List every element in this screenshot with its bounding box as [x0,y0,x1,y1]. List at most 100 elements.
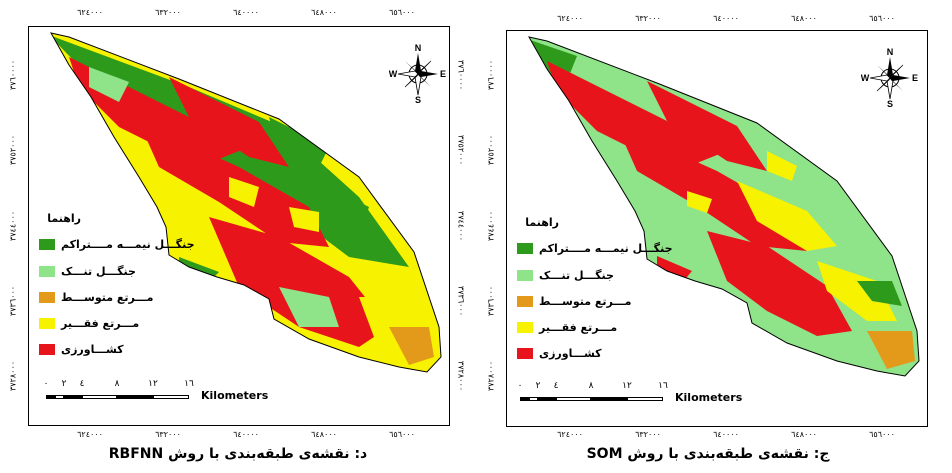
caption-som: ج: نقشه‌ی طبقه‌بندی با روش SOM [586,446,830,462]
scale-number: ٤ [79,379,85,389]
caption-rbfnn: د: نقشه‌ی طبقه‌بندی با روش RBFNN [108,446,368,462]
x-tick-bottom: ٦٥٦٠٠٠ [389,430,415,439]
x-tick-bottom: ٦٢٤٠٠٠ [77,430,103,439]
scale-bar: ٠ ٢ ٤ ٨ ١٢ ١٦ Kilometers [43,377,303,407]
y-tick-right: ٣٧٤٤٠٠٠ [456,210,466,242]
scale-number: ٠ [517,381,523,391]
x-tick-top: ٦٢٤٠٠٠ [557,14,583,23]
legend-swatch [517,322,533,333]
legend-label: جنگـــل تنـــک [539,269,614,282]
x-tick-top: ٦٤٠٠٠٠ [713,14,739,23]
scale-number: ٢ [535,381,541,391]
x-tick-bottom: ٦٣٢٠٠٠ [635,430,661,439]
scale-number: ٤ [553,381,559,391]
y-tick-left: ٣٧٣٦٠٠٠ [8,285,18,317]
legend-swatch [39,292,55,303]
legend-swatch [39,318,55,329]
legend-item: جنگـــل نیمـــه مــــتراکم [39,238,204,253]
scale-number: ١٦ [184,379,194,389]
scale-unit: Kilometers [201,389,269,402]
legend-swatch [39,266,55,277]
x-tick-bottom: ٦٤٠٠٠٠ [713,430,739,439]
legend-swatch [39,344,55,355]
south-label: S [415,95,421,104]
y-tick-left: ٣٧٤٤٠٠٠ [486,210,496,242]
panel-som: ٦٢٤٠٠٠ ٦٣٢٠٠٠ ٦٤٠٠٠٠ ٦٤٨٠٠٠ ٦٥٦٠٠٠ ٣٧٦٠٠… [476,0,952,473]
north-label: N [887,47,894,57]
scale-number: ١٢ [148,379,158,389]
legend-item: مـــرتع فقـــیر [517,321,682,336]
legend-label: مـــرتع متوســـط [61,291,154,304]
x-tick-top: ٦٣٢٠٠٠ [155,8,181,17]
scale-bar: ٠ ٢ ٤ ٨ ١٢ ١٦ Kilometers [517,379,777,409]
south-label: S [887,99,893,108]
y-tick-left: ٣٧٥٢٠٠٠ [8,134,18,166]
y-tick-left: ٣٧٥٢٠٠٠ [486,134,496,166]
legend-label: جنگـــل نیمـــه مــــتراکم [539,242,673,255]
legend-label: کشـــاورزی [539,347,602,360]
y-tick-right: ٣٧٦٠٠٠٠ [456,59,466,91]
legend-item: کشـــاورزی [517,347,682,362]
x-tick-top: ٦٤٨٠٠٠ [311,8,337,17]
legend-title: راهنما [525,216,559,229]
legend-item: جنگـــل تنـــک [39,265,204,280]
legend-swatch [517,270,533,281]
scale-number: ٠ [43,379,49,389]
north-label: N [415,43,422,53]
x-tick-top: ٦٣٢٠٠٠ [635,14,661,23]
scale-number: ١٢ [622,381,632,391]
legend-item: مـــرتع فقـــیر [39,317,204,332]
y-tick-left: ٣٧٢٨٠٠٠ [8,360,18,392]
x-tick-bottom: ٦٤٨٠٠٠ [311,430,337,439]
legend-item: مـــرتع متوســـط [39,291,204,306]
legend-swatch [517,243,533,254]
west-label: W [389,69,398,79]
x-tick-bottom: ٦٤٠٠٠٠ [233,430,259,439]
x-tick-bottom: ٦٣٢٠٠٠ [155,430,181,439]
legend-label: مـــرتع فقـــیر [539,321,618,334]
legend-item: جنگـــل نیمـــه مــــتراکم [517,242,682,257]
x-tick-top: ٦٤٨٠٠٠ [791,14,817,23]
legend-label: جنگـــل تنـــک [61,265,136,278]
x-tick-top: ٦٢٤٠٠٠ [77,8,103,17]
x-tick-bottom: ٦٢٤٠٠٠ [557,430,583,439]
map-frame: N S W E راهنما جنگـــل نیمـــه مــــتراک… [28,26,450,426]
y-tick-left: ٣٧٤٤٠٠٠ [8,210,18,242]
y-tick-right: ٣٧٢٨٠٠٠ [456,360,466,392]
y-tick-left: ٣٧٢٨٠٠٠ [486,360,496,392]
legend-title: راهنما [47,212,81,225]
scale-number: ٨ [114,379,120,389]
legend-item: جنگـــل تنـــک [517,269,682,284]
legend-item: مـــرتع متوســـط [517,295,682,310]
x-tick-top: ٦٥٦٠٠٠ [869,14,895,23]
west-label: W [861,73,870,83]
x-tick-top: ٦٥٦٠٠٠ [389,8,415,17]
map-frame: N S W E راهنما جنگـــل نیمـــه مــــتراک… [506,30,928,427]
north-arrow-icon: N S W E [861,47,918,108]
legend-label: کشـــاورزی [61,343,124,356]
y-tick-left: ٣٧٦٠٠٠٠ [486,59,496,91]
y-tick-right: ٣٧٥٢٠٠٠ [456,134,466,166]
x-tick-bottom: ٦٤٨٠٠٠ [791,430,817,439]
legend-swatch [517,348,533,359]
legend-label: مـــرتع فقـــیر [61,317,140,330]
y-tick-left: ٣٧٦٠٠٠٠ [8,59,18,91]
y-tick-left: ٣٧٣٦٠٠٠ [486,285,496,317]
legend-label: جنگـــل نیمـــه مــــتراکم [61,238,195,251]
legend-swatch [39,239,55,250]
north-arrow-icon: N S W E [389,43,446,104]
classified-map [50,32,442,373]
x-tick-top: ٦٤٠٠٠٠ [233,8,259,17]
classified-map [528,36,920,377]
scale-number: ٢ [61,379,67,389]
east-label: E [912,73,918,83]
legend-swatch [517,296,533,307]
east-label: E [440,69,446,79]
scale-unit: Kilometers [675,391,743,404]
legend-label: مـــرتع متوســـط [539,295,632,308]
legend-item: کشـــاورزی [39,343,204,358]
scale-number: ١٦ [658,381,668,391]
y-tick-right: ٣٧٣٦٠٠٠ [456,285,466,317]
panel-rbfnn: ٦٢٤٠٠٠ ٦٣٢٠٠٠ ٦٤٠٠٠٠ ٦٤٨٠٠٠ ٦٥٦٠٠٠ ٣٧٦٠٠… [8,8,466,462]
scale-number: ٨ [588,381,594,391]
